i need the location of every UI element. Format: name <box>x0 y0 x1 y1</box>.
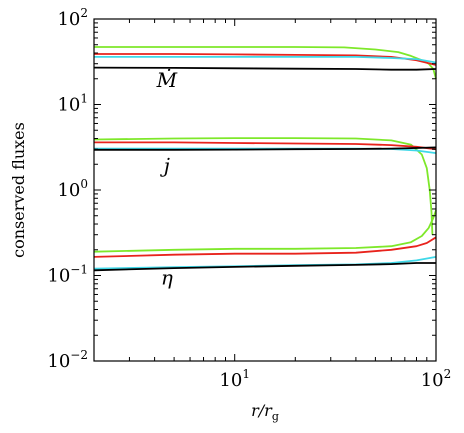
series-line-Mdot-2 <box>94 56 437 64</box>
x-tick-label: 101 <box>219 367 250 391</box>
series-line-j-4 <box>93 137 434 235</box>
y-tick-label: 101 <box>57 92 88 116</box>
series-line-Mdot-0 <box>94 46 437 80</box>
labels-layer: 10−2 10−1 100 101 102 101 102 Ṁj η <box>47 6 451 391</box>
x-tick-label: 102 <box>421 367 452 391</box>
y-tick-label: 102 <box>57 6 88 30</box>
series-line-eta-8 <box>93 209 437 253</box>
x-axis-label-sub: g <box>272 410 279 423</box>
series-line-eta-9 <box>93 236 437 258</box>
y-tick-label: 100 <box>57 177 88 201</box>
y-tick-label: 10−1 <box>47 263 88 287</box>
x-axis-label: r/rg <box>251 401 279 423</box>
series-annotation: j <box>160 154 170 178</box>
y-tick-label: 10−2 <box>47 348 88 372</box>
series-layer <box>93 46 437 272</box>
series-annotation: η <box>161 266 173 290</box>
series-line-j-7 <box>94 146 437 151</box>
series-line-Mdot-1 <box>94 53 437 66</box>
x-axis-label-main: r/r <box>251 401 273 420</box>
series-line-eta-11 <box>93 262 436 272</box>
series-line-Mdot-3 <box>93 66 437 71</box>
series-annotation: Ṁ <box>156 68 178 92</box>
series-line-j-5 <box>94 141 437 151</box>
y-axis-label: conserved fluxes <box>9 122 28 258</box>
ticks-layer <box>94 18 437 362</box>
